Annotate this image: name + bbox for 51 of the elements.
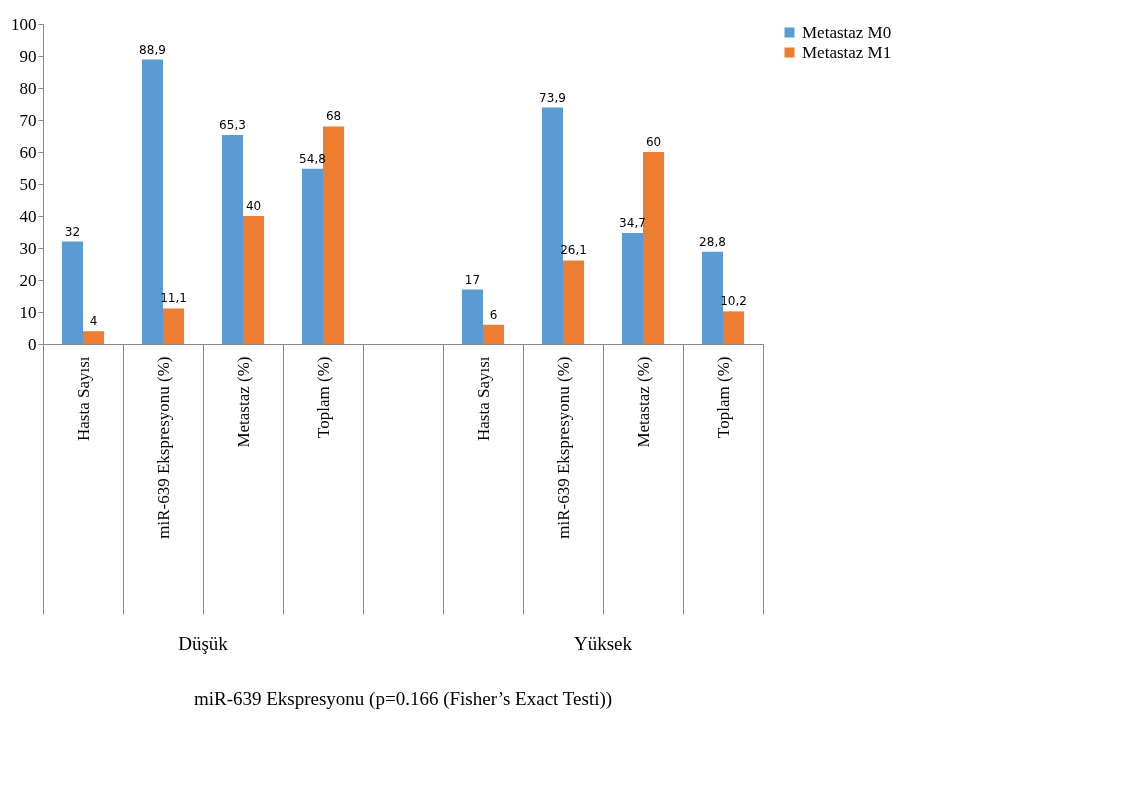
- bar: [621, 232, 643, 344]
- bar: [323, 126, 345, 344]
- bar: [461, 289, 483, 344]
- x-tick-label: miR-639 Ekspresyonu (%): [153, 356, 173, 539]
- x-tick-label: Toplam (%): [313, 356, 333, 438]
- bar: [221, 135, 243, 344]
- x-tick-label: Toplam (%): [713, 356, 733, 438]
- data-label: 4: [89, 314, 98, 329]
- data-label: 28,8: [699, 234, 726, 249]
- data-label: 73,9: [539, 90, 566, 105]
- bar: [301, 168, 323, 344]
- bar: [483, 324, 505, 344]
- bar: [723, 311, 745, 344]
- text: Yüksek: [573, 633, 633, 654]
- y-tick-label: 100: [11, 14, 37, 34]
- bar: [541, 107, 563, 344]
- y-tick-label: 20: [19, 270, 37, 290]
- text: miR-639 Ekspresyonu (p=0.166 (Fisher’s Exact Testi)): [193, 688, 613, 710]
- y-tick-label: 40: [19, 206, 37, 226]
- bar: [61, 241, 83, 344]
- data-label: 60: [645, 135, 662, 149]
- data-label: 32: [64, 224, 81, 239]
- legend-label: Metastaz M1: [802, 42, 892, 62]
- legend-label: Metastaz M0: [802, 22, 892, 42]
- data-label: 6: [489, 307, 498, 322]
- x-tick-label: Metastaz (%): [233, 356, 253, 448]
- bar: [643, 152, 665, 344]
- y-tick-label: 0: [28, 334, 37, 354]
- y-tick-label: 10: [19, 302, 37, 322]
- x-tick-label: miR-639 Ekspresyonu (%): [553, 356, 573, 539]
- x-tick-label: Hasta Sayısı: [73, 356, 93, 442]
- data-label: 88,9: [139, 42, 166, 57]
- text: Düşük: [178, 633, 229, 654]
- x-tick-label: Metastaz (%): [633, 356, 653, 448]
- y-tick-label: 80: [19, 78, 37, 98]
- bar: [83, 331, 105, 344]
- bar: [163, 308, 185, 344]
- y-tick-label: 60: [19, 142, 37, 162]
- data-label: 68: [325, 109, 342, 124]
- bar: [141, 59, 163, 344]
- y-tick-label: 50: [19, 174, 37, 194]
- data-label: 17: [464, 272, 481, 287]
- x-tick-label: Hasta Sayısı: [473, 356, 493, 442]
- y-tick-label: 30: [19, 238, 37, 258]
- y-tick-label: 90: [19, 46, 37, 66]
- bar: [243, 216, 265, 344]
- data-label: 40: [245, 199, 262, 213]
- data-label: 65,3: [219, 118, 246, 133]
- bar: [701, 251, 723, 344]
- y-tick-label: 70: [19, 110, 37, 130]
- bar: [563, 260, 585, 344]
